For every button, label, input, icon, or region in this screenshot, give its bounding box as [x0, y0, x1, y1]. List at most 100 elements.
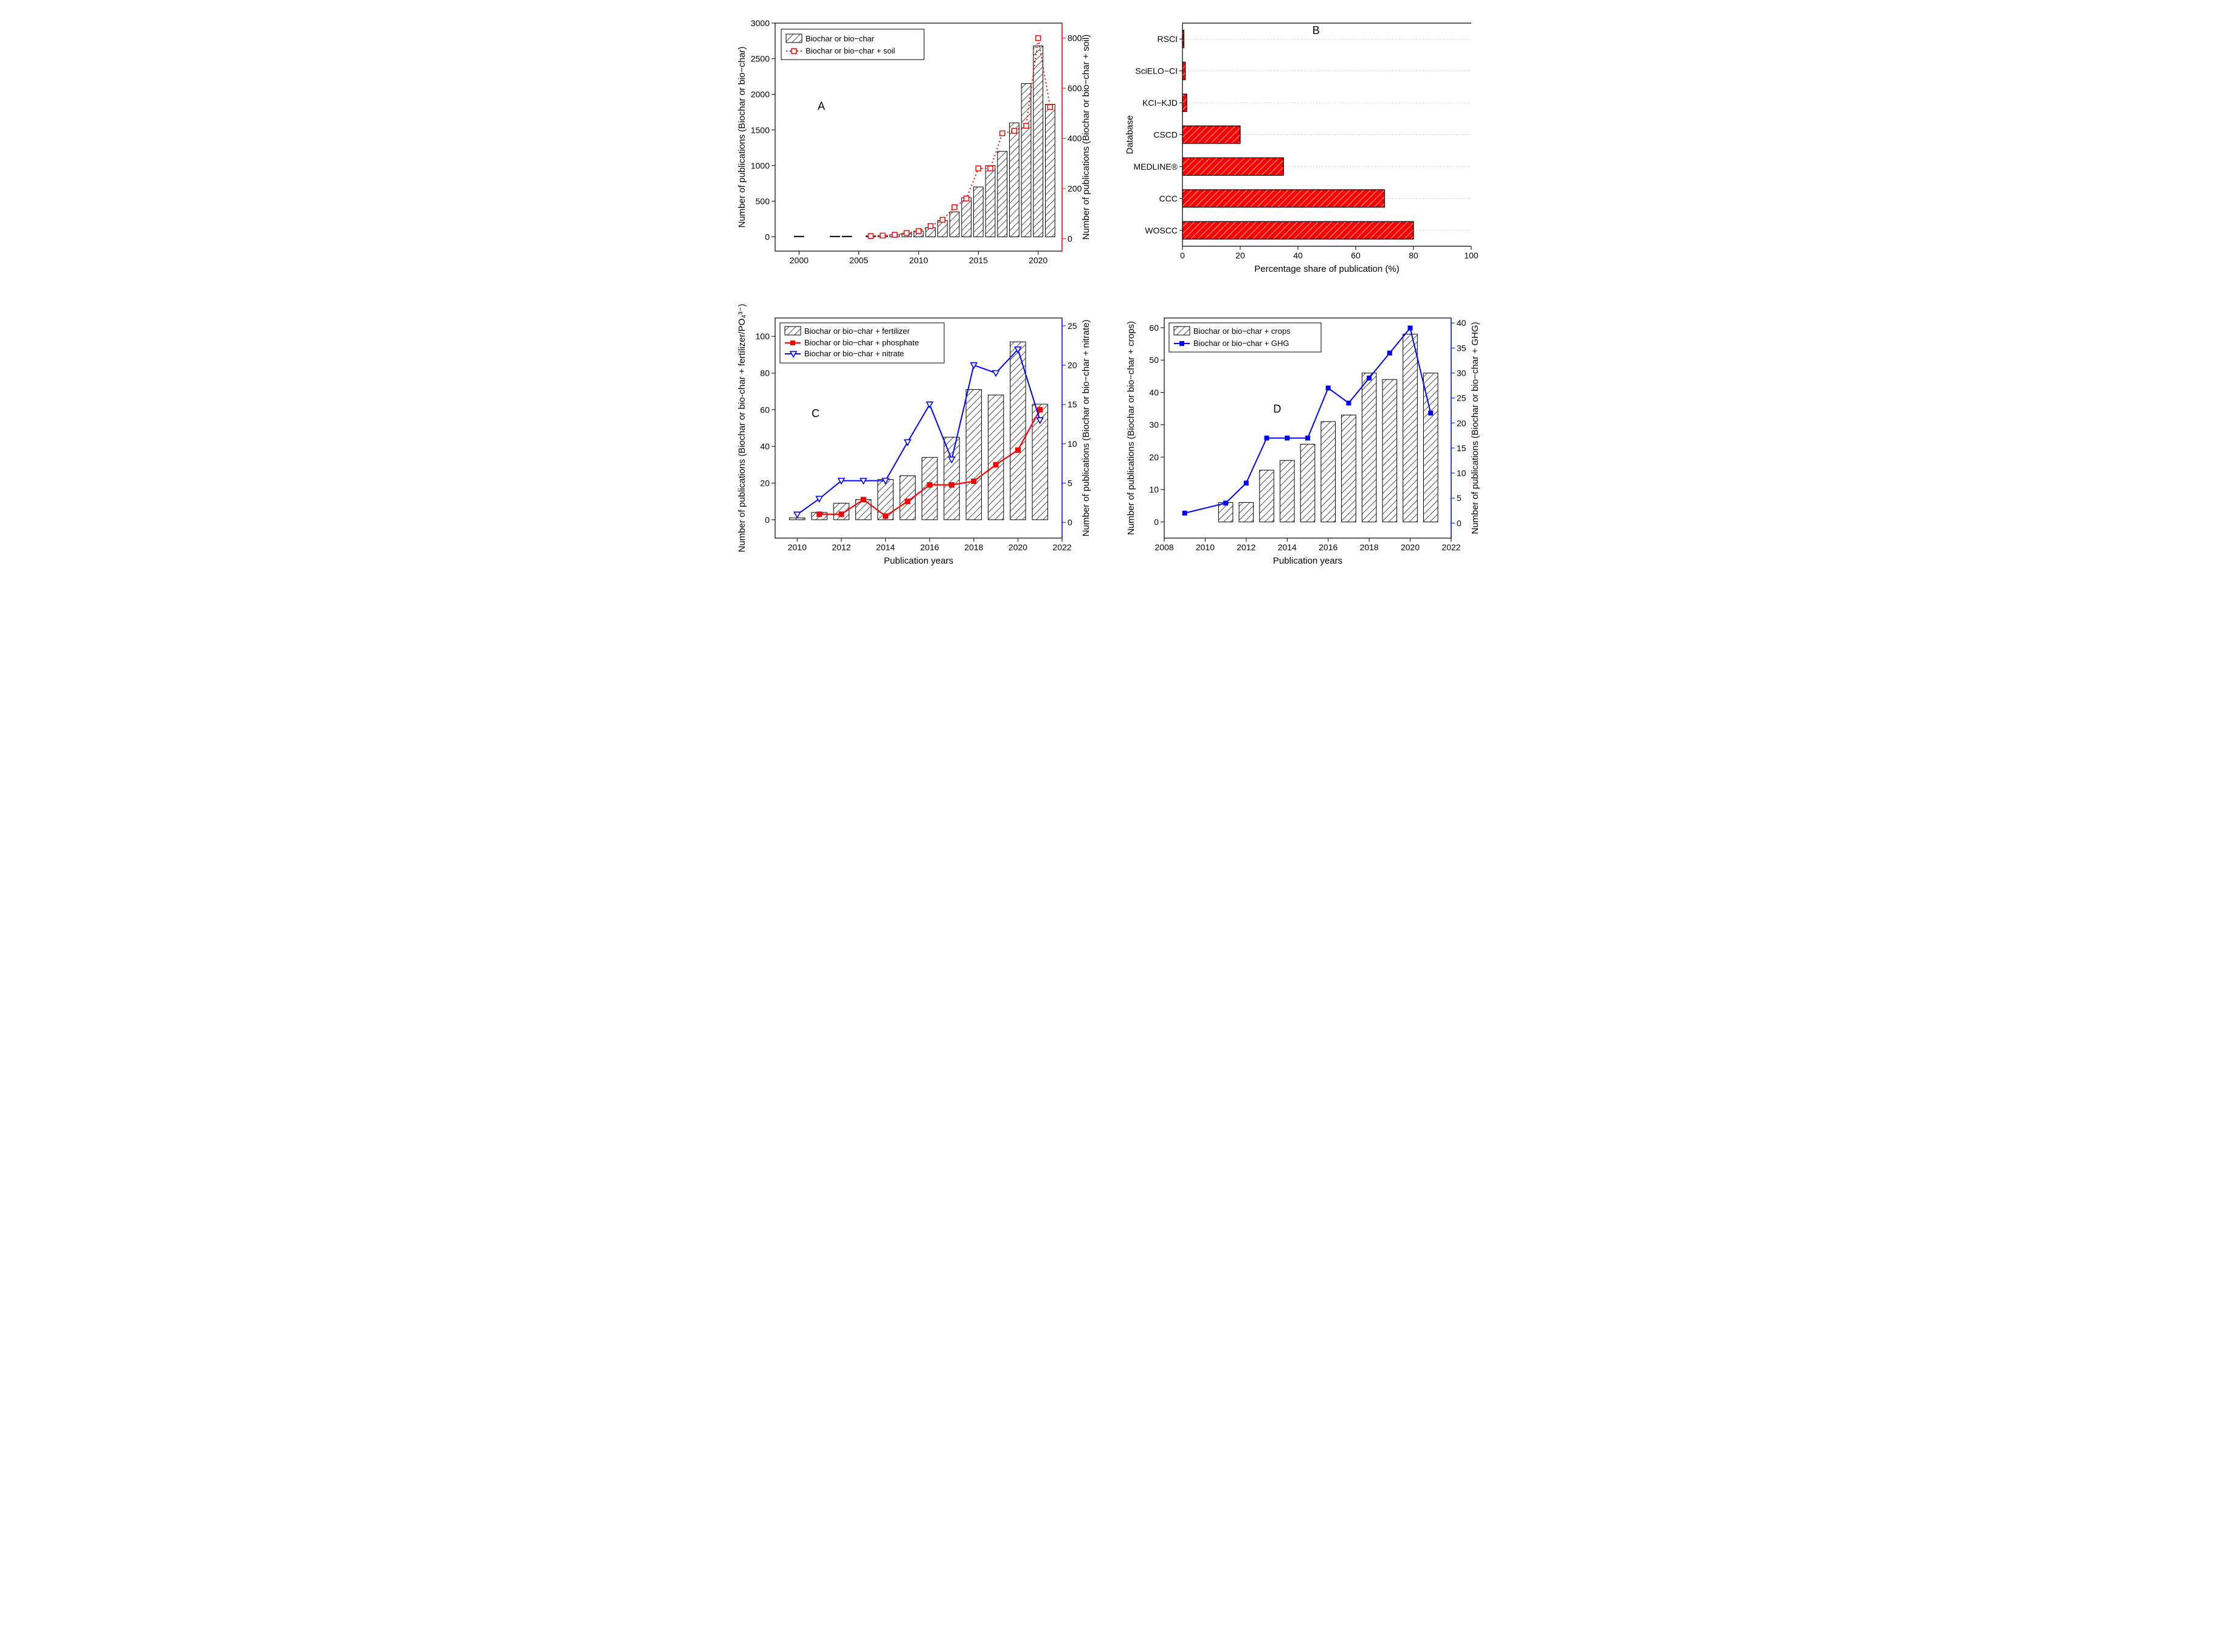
- svg-text:0: 0: [1180, 251, 1185, 260]
- panelD-marker: [1305, 435, 1310, 440]
- panelD-marker: [1244, 481, 1249, 486]
- panelA-marker: [952, 205, 957, 210]
- svg-text:40: 40: [1149, 387, 1159, 397]
- panelB-category-label: MEDLINE®: [1133, 162, 1178, 171]
- panelB-bar: [1182, 221, 1413, 239]
- svg-text:20: 20: [1457, 418, 1466, 428]
- panelB-bar: [1182, 158, 1283, 176]
- svg-text:2022: 2022: [1052, 542, 1071, 552]
- panelD-marker: [1408, 325, 1413, 330]
- svg-text:20: 20: [1149, 452, 1159, 462]
- panelC-red-marker: [883, 514, 888, 519]
- svg-text:2500: 2500: [751, 54, 770, 64]
- panelD-label: D: [1273, 403, 1281, 415]
- svg-text:Biochar or bio−char + GHG: Biochar or bio−char + GHG: [1193, 339, 1289, 348]
- svg-text:2012: 2012: [832, 542, 851, 552]
- svg-text:40: 40: [1457, 318, 1466, 328]
- panelD-marker: [1346, 401, 1351, 406]
- panelC-bar: [966, 390, 981, 520]
- panelA-marker: [868, 233, 873, 238]
- panelA-bar: [1021, 84, 1031, 237]
- svg-text:0: 0: [765, 232, 770, 242]
- svg-text:2016: 2016: [920, 542, 939, 552]
- panelD-bar: [1300, 444, 1315, 522]
- panelD-bar: [1239, 502, 1254, 522]
- svg-text:2000: 2000: [790, 255, 809, 265]
- svg-text:100: 100: [1464, 251, 1479, 260]
- svg-text:2020: 2020: [1029, 255, 1047, 265]
- svg-text:Biochar or bio−char + phosphat: Biochar or bio−char + phosphate: [804, 338, 919, 347]
- panelA-marker: [1024, 123, 1029, 128]
- svg-text:25: 25: [1068, 321, 1077, 331]
- svg-text:2000: 2000: [751, 89, 770, 99]
- panelC-red-marker: [817, 512, 822, 517]
- panelD-bar: [1342, 415, 1356, 522]
- svg-text:25: 25: [1457, 393, 1466, 403]
- panelC-bar: [988, 395, 1003, 520]
- panelD-bar: [1321, 421, 1336, 522]
- panelD-bar: [1382, 379, 1397, 522]
- svg-text:80: 80: [760, 368, 770, 378]
- panel-B: 020406080100RSCISciELO−CIKCI−KJDCSCDMEDL…: [1125, 23, 1479, 274]
- panelC-red-marker: [861, 497, 866, 502]
- panelA-bar: [950, 212, 959, 237]
- panelA-marker: [964, 196, 969, 201]
- panelA-bar: [985, 165, 995, 237]
- svg-text:10: 10: [1149, 485, 1159, 494]
- panelA-marker: [928, 224, 933, 229]
- panelD-bar: [1423, 373, 1438, 522]
- panelB-category-label: CSCD: [1153, 130, 1178, 140]
- svg-text:40: 40: [760, 441, 770, 451]
- panelD-marker: [1387, 351, 1392, 356]
- svg-text:400: 400: [1068, 134, 1082, 143]
- panelA-bar: [937, 221, 947, 237]
- svg-text:100: 100: [756, 331, 770, 341]
- svg-text:2018: 2018: [964, 542, 983, 552]
- panelA-right-ylabel: Number of publications (Biochar or bio−c…: [1081, 35, 1091, 240]
- panelD-marker: [1182, 511, 1187, 516]
- svg-text:0: 0: [1068, 233, 1072, 243]
- panelC-red-marker: [971, 479, 976, 483]
- panelA-marker: [916, 229, 921, 233]
- panelC-red-marker: [1038, 407, 1043, 412]
- panelA-marker: [1036, 36, 1041, 41]
- panel-C: 2010201220142016201820202022020406080100…: [737, 304, 1091, 566]
- panelA-bar: [973, 187, 983, 237]
- panelB-category-label: CCC: [1159, 193, 1178, 203]
- svg-text:10: 10: [1457, 468, 1466, 478]
- svg-text:2010: 2010: [788, 542, 807, 552]
- panelD-left-ylabel: Number of publications (Biochar or bio−c…: [1126, 321, 1136, 535]
- panelC-left-ylabel: Number of publications (Biochar or bio-c…: [737, 304, 747, 553]
- panelD-marker: [1265, 435, 1269, 440]
- svg-text:20: 20: [760, 479, 770, 488]
- panel-A: 2000200520102015202005001000150020002500…: [737, 18, 1091, 265]
- panelA-marker: [880, 233, 885, 238]
- panelB-bar: [1182, 62, 1185, 80]
- svg-text:2018: 2018: [1360, 542, 1379, 552]
- panelD-marker: [1367, 376, 1372, 381]
- svg-text:30: 30: [1457, 368, 1466, 378]
- panelC-red-marker: [949, 483, 954, 488]
- svg-text:1500: 1500: [751, 125, 770, 135]
- panelC-red-marker: [993, 462, 998, 467]
- svg-text:2020: 2020: [1009, 542, 1027, 552]
- panelA-bar: [1045, 105, 1055, 237]
- svg-text:Biochar or bio−char: Biochar or bio−char: [806, 34, 875, 43]
- panelB-bar: [1182, 126, 1240, 143]
- panelB-category-label: WOSCC: [1145, 226, 1178, 235]
- panelC-blue-marker: [993, 371, 999, 376]
- panelC-blue-marker: [905, 440, 911, 445]
- panelD-right-ylabel: Number of publications (Biochar or bio−c…: [1470, 322, 1480, 534]
- panelA-label: A: [818, 100, 825, 112]
- svg-text:2010: 2010: [1196, 542, 1215, 552]
- svg-text:1000: 1000: [751, 161, 770, 170]
- panelA-bar: [1034, 46, 1043, 237]
- svg-text:20: 20: [1068, 361, 1077, 370]
- panelD-bar: [1260, 470, 1274, 522]
- svg-text:30: 30: [1149, 420, 1159, 430]
- panelB-label: B: [1313, 24, 1320, 36]
- panelB-category-label: SciELO−CI: [1135, 66, 1178, 76]
- svg-text:Biochar or bio−char + fertiliz: Biochar or bio−char + fertilizer: [804, 327, 910, 336]
- panelB-ylabel: Database: [1125, 115, 1135, 154]
- svg-text:15: 15: [1457, 443, 1466, 453]
